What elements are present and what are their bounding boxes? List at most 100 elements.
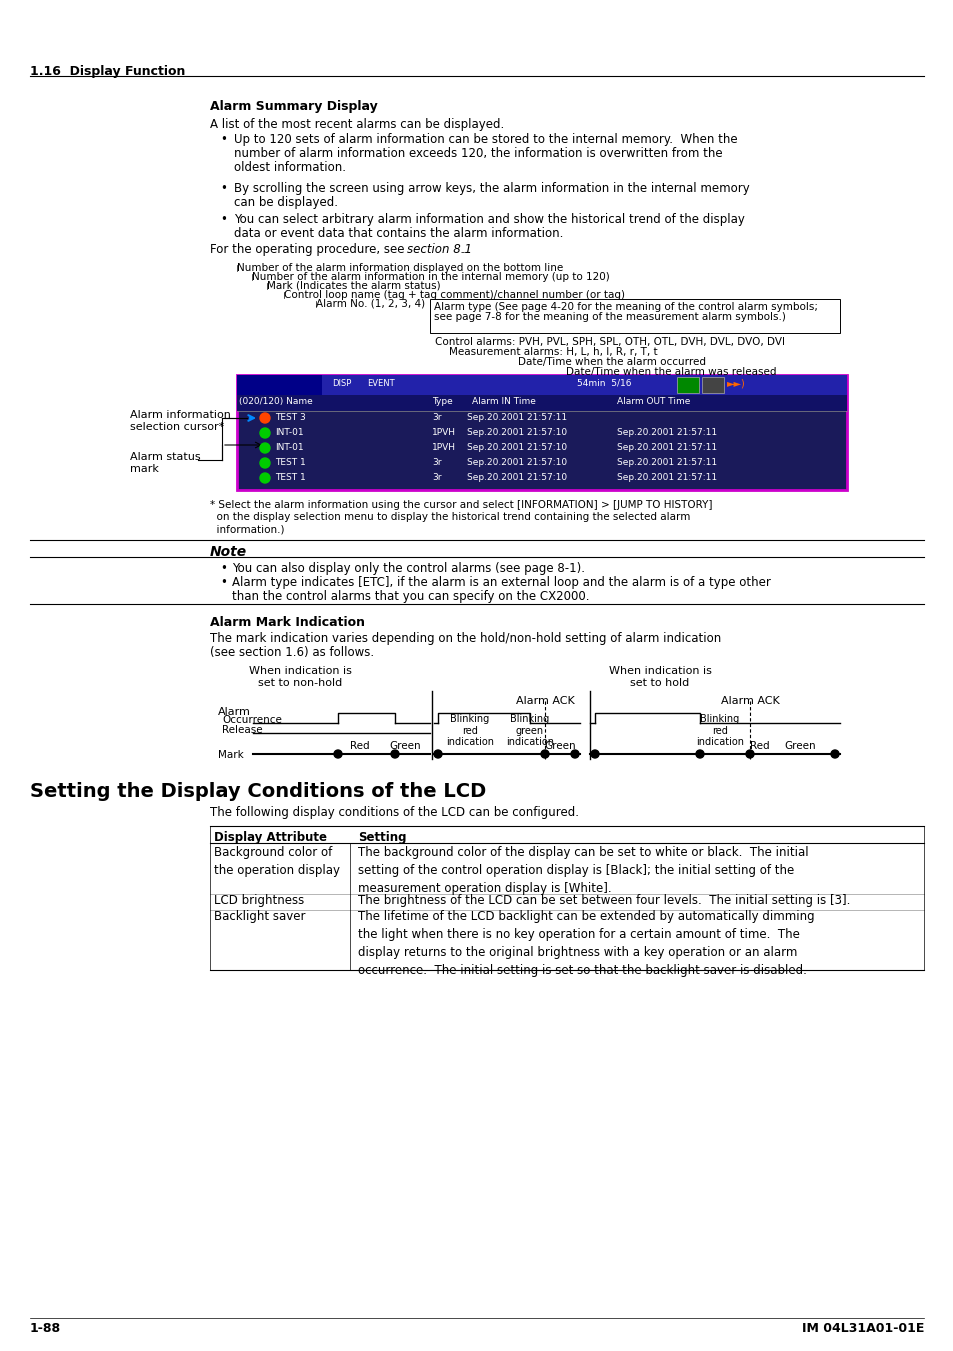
Text: Sep.20.2001 21:57:10: Sep.20.2001 21:57:10 (467, 428, 566, 436)
Circle shape (260, 443, 270, 453)
Text: INT-01: INT-01 (274, 428, 303, 436)
Bar (236, 376, 846, 490)
Text: 3r: 3r (432, 413, 441, 422)
Circle shape (540, 750, 548, 758)
Text: * Select the alarm information using the cursor and select [INFORMATION] > [JUMP: * Select the alarm information using the… (210, 500, 712, 509)
Text: than the control alarms that you can specify on the CX2000.: than the control alarms that you can spe… (232, 590, 589, 603)
Text: INT-01: INT-01 (274, 443, 303, 453)
Text: Date/Time when the alarm occurred: Date/Time when the alarm occurred (517, 357, 705, 367)
Text: data or event data that contains the alarm information.: data or event data that contains the ala… (233, 227, 563, 240)
Text: For the operating procedure, see: For the operating procedure, see (210, 243, 408, 255)
Text: Alarm type indicates [ETC], if the alarm is an external loop and the alarm is of: Alarm type indicates [ETC], if the alarm… (232, 576, 770, 589)
Circle shape (334, 750, 341, 758)
Text: •: • (220, 182, 227, 195)
Text: DISP: DISP (332, 380, 351, 388)
Text: (see section 1.6) as follows.: (see section 1.6) as follows. (210, 646, 374, 659)
Text: Date/Time when the alarm was released: Date/Time when the alarm was released (565, 367, 776, 377)
Circle shape (391, 750, 398, 758)
Text: 3r: 3r (432, 458, 441, 467)
Text: Release: Release (222, 725, 262, 735)
Text: Up to 120 sets of alarm information can be stored to the internal memory.  When : Up to 120 sets of alarm information can … (233, 132, 737, 146)
Text: selection cursor*: selection cursor* (130, 422, 224, 432)
Text: DISP
ALARM
SUMMARY: DISP ALARM SUMMARY (239, 377, 270, 393)
Text: TEST 3: TEST 3 (274, 413, 305, 422)
Text: A list of the most recent alarms can be displayed.: A list of the most recent alarms can be … (210, 118, 504, 131)
Text: can be displayed.: can be displayed. (233, 196, 337, 209)
Circle shape (745, 750, 753, 758)
Text: •: • (220, 562, 227, 576)
Text: see page 7-8 for the meaning of the measurement alarm symbols.): see page 7-8 for the meaning of the meas… (434, 312, 785, 322)
Text: Measurement alarms: H, L, h, l, R, r, T, t: Measurement alarms: H, L, h, l, R, r, T,… (449, 347, 657, 357)
Text: By scrolling the screen using arrow keys, the alarm information in the internal : By scrolling the screen using arrow keys… (233, 182, 749, 195)
Text: EVENT: EVENT (367, 380, 395, 388)
Circle shape (590, 750, 598, 758)
Text: Occurrence: Occurrence (222, 715, 281, 725)
Text: Number of the alarm information displayed on the bottom line: Number of the alarm information displaye… (236, 263, 562, 273)
Text: Blinking
green
indication: Blinking green indication (505, 713, 554, 747)
Text: Sep.20.2001 21:57:10: Sep.20.2001 21:57:10 (467, 458, 566, 467)
Text: Type: Type (432, 397, 453, 407)
Text: The lifetime of the LCD backlight can be extended by automatically dimming
the l: The lifetime of the LCD backlight can be… (357, 911, 814, 977)
Text: Sep.20.2001 21:57:11: Sep.20.2001 21:57:11 (617, 458, 717, 467)
Text: LCD brightness: LCD brightness (213, 894, 304, 907)
Text: Alarm Mark Indication: Alarm Mark Indication (210, 616, 365, 630)
Text: oldest information.: oldest information. (233, 161, 346, 174)
Text: Alarm: Alarm (218, 707, 251, 717)
Text: The mark indication varies depending on the hold/non-hold setting of alarm indic: The mark indication varies depending on … (210, 632, 720, 644)
Circle shape (696, 750, 703, 758)
Circle shape (260, 473, 270, 484)
Circle shape (830, 750, 838, 758)
Text: Sep.20.2001 21:57:11: Sep.20.2001 21:57:11 (617, 473, 717, 482)
Text: •: • (220, 213, 227, 226)
Text: Backlight saver: Backlight saver (213, 911, 305, 923)
Bar (236, 376, 846, 394)
Circle shape (571, 750, 578, 758)
Text: 54min  5/16: 54min 5/16 (577, 380, 631, 388)
Bar (236, 376, 322, 394)
Text: The following display conditions of the LCD can be configured.: The following display conditions of the … (210, 807, 578, 819)
Text: Setting the Display Conditions of the LCD: Setting the Display Conditions of the LC… (30, 782, 486, 801)
Text: TEST 1: TEST 1 (274, 458, 305, 467)
Text: 1PVH: 1PVH (432, 443, 456, 453)
Text: 1PVH: 1PVH (432, 428, 456, 436)
Text: .: . (461, 243, 465, 255)
Text: •: • (220, 132, 227, 146)
Text: The background color of the display can be set to white or black.  The initial
s: The background color of the display can … (357, 846, 808, 894)
Text: 1-88: 1-88 (30, 1323, 61, 1335)
Text: The brightness of the LCD can be set between four levels.  The initial setting i: The brightness of the LCD can be set bet… (357, 894, 849, 907)
Text: Mark (Indicates the alarm status): Mark (Indicates the alarm status) (267, 281, 440, 290)
Text: When indication is: When indication is (249, 666, 351, 676)
Text: When indication is: When indication is (608, 666, 711, 676)
Text: Sep.20.2001 21:57:10: Sep.20.2001 21:57:10 (467, 443, 566, 453)
Text: Control loop name (tag + tag comment)/channel number (or tag): Control loop name (tag + tag comment)/ch… (284, 290, 624, 300)
Text: Alarm No. (1, 2, 3, 4): Alarm No. (1, 2, 3, 4) (315, 299, 425, 309)
Text: section 8.1: section 8.1 (407, 243, 472, 255)
Text: Note: Note (210, 544, 247, 559)
Text: Green: Green (389, 740, 420, 751)
Text: Alarm Summary Display: Alarm Summary Display (210, 100, 377, 113)
Text: Alarm ACK: Alarm ACK (720, 696, 779, 707)
Text: Display Attribute: Display Attribute (213, 831, 327, 844)
Circle shape (260, 413, 270, 423)
Text: Red: Red (350, 740, 370, 751)
Bar (236, 394, 846, 411)
Text: Sep.20.2001 21:57:11: Sep.20.2001 21:57:11 (617, 443, 717, 453)
Text: Alarm OUT Time: Alarm OUT Time (617, 397, 690, 407)
Text: set to hold: set to hold (630, 678, 689, 688)
Text: Sep.20.2001 21:57:10: Sep.20.2001 21:57:10 (467, 473, 566, 482)
Text: Alarm IN Time: Alarm IN Time (472, 397, 536, 407)
Text: Green: Green (783, 740, 815, 751)
Bar (701, 377, 723, 393)
Text: set to non-hold: set to non-hold (257, 678, 342, 688)
Text: Blinking
red
indication: Blinking red indication (696, 713, 743, 747)
Circle shape (434, 750, 441, 758)
Text: Alarm ACK: Alarm ACK (515, 696, 574, 707)
Text: Background color of
the operation display: Background color of the operation displa… (213, 846, 339, 877)
Text: Control alarms: PVH, PVL, SPH, SPL, OTH, OTL, DVH, DVL, DVO, DVI: Control alarms: PVH, PVL, SPH, SPL, OTH,… (435, 336, 784, 347)
Bar (677, 377, 699, 393)
Text: Mark: Mark (218, 750, 244, 761)
Text: number of alarm information exceeds 120, the information is overwritten from the: number of alarm information exceeds 120,… (233, 147, 721, 159)
Bar (430, 299, 840, 332)
Text: (020/120) Name: (020/120) Name (239, 397, 313, 407)
Text: Red: Red (749, 740, 769, 751)
